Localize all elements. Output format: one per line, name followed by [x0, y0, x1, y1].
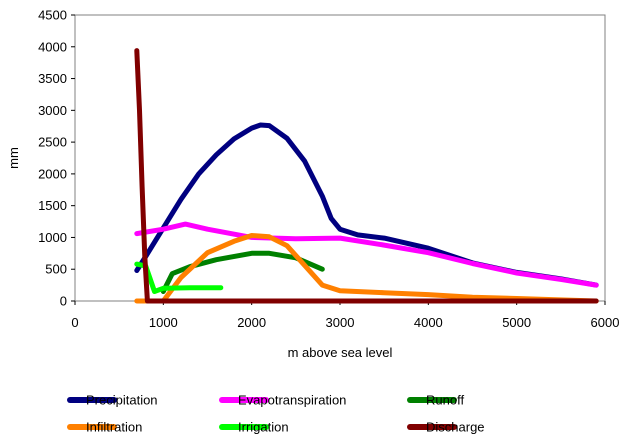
- legend-label: Discharge: [426, 420, 485, 435]
- series-lines: [134, 48, 599, 304]
- legend-label: Runoff: [426, 393, 464, 408]
- legend-label: Evapotranspiration: [238, 393, 346, 408]
- legend-item: Infiltration: [67, 420, 142, 435]
- y-tick-label: 1500: [38, 198, 67, 213]
- x-tick-label: 0: [71, 315, 78, 330]
- y-tick-label: 4000: [38, 39, 67, 54]
- x-tick-label: 4000: [414, 315, 443, 330]
- y-tick-label: 4500: [38, 8, 67, 23]
- x-tick-label: 5000: [502, 315, 531, 330]
- legend-item: Discharge: [407, 420, 485, 435]
- x-tick-label: 1000: [149, 315, 178, 330]
- plot-area: [74, 14, 606, 302]
- series-line-evapotranspiration: [134, 221, 599, 288]
- legend-label: Infiltration: [86, 420, 142, 435]
- legend-label: Precipitation: [86, 393, 158, 408]
- y-tick-label: 500: [45, 262, 67, 277]
- legend-item: Evapotranspiration: [219, 393, 346, 408]
- legend-label: Irrigation: [238, 420, 289, 435]
- legend-item: Precipitation: [67, 393, 158, 408]
- series-line-infiltration: [134, 233, 599, 304]
- legend: Precipitation Evapotranspiration Runoff Inf…: [67, 393, 485, 435]
- legend-item: Irrigation: [219, 420, 289, 435]
- y-tick-label: 1000: [38, 230, 67, 245]
- y-tick-label: 0: [60, 294, 67, 309]
- legend-item: Runoff: [407, 393, 464, 408]
- x-axis-label: m above sea level: [288, 345, 393, 360]
- y-tick-label: 3500: [38, 71, 67, 86]
- y-axis-label: mm: [6, 147, 21, 169]
- series-line-discharge: [134, 48, 599, 304]
- x-tick-label: 2000: [237, 315, 266, 330]
- y-tick-label: 2000: [38, 166, 67, 181]
- y-tick-label: 3000: [38, 103, 67, 118]
- series-line-runoff: [160, 250, 325, 294]
- y-tick-label: 2500: [38, 135, 67, 150]
- x-tick-label: 6000: [591, 315, 620, 330]
- x-axis: 0 1000 2000 3000 4000 5000 6000: [71, 301, 619, 330]
- y-axis: 0 500 1000 1500 2000 2500 3000 3500 4000 4500: [38, 8, 75, 309]
- x-tick-label: 3000: [326, 315, 355, 330]
